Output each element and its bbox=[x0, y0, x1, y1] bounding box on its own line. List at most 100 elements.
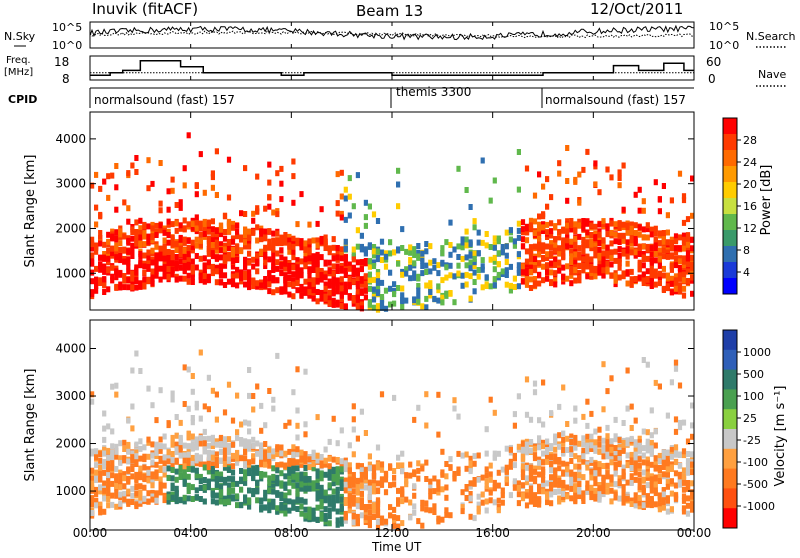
power-cell bbox=[617, 169, 622, 176]
power-cell bbox=[549, 194, 554, 201]
velocity-cell bbox=[291, 444, 296, 451]
power-cell bbox=[492, 258, 497, 265]
velocity-heatmap bbox=[90, 349, 695, 531]
power-cell bbox=[581, 248, 586, 255]
power-cell bbox=[480, 263, 485, 270]
power-cell bbox=[440, 250, 445, 257]
power-cell bbox=[94, 287, 99, 294]
velocity-cell bbox=[230, 417, 236, 424]
velocity-cell bbox=[400, 491, 405, 498]
velocity-cell bbox=[210, 439, 215, 446]
power-cell bbox=[218, 263, 224, 270]
power-cell bbox=[641, 280, 646, 286]
power-cell bbox=[528, 276, 534, 283]
power-cell bbox=[90, 245, 95, 252]
power-cell bbox=[561, 273, 566, 280]
velocity-cell bbox=[589, 494, 594, 501]
velocity-cell bbox=[150, 482, 155, 489]
power-cell bbox=[170, 255, 175, 262]
power-cell bbox=[528, 217, 534, 224]
power-cell bbox=[597, 254, 602, 261]
power-cell bbox=[617, 259, 622, 266]
power-cell bbox=[331, 270, 336, 277]
power-cell bbox=[154, 264, 159, 271]
velocity-cell bbox=[379, 461, 385, 468]
power-cell bbox=[396, 285, 401, 291]
velocity-cell bbox=[581, 474, 586, 481]
velocity-cell bbox=[194, 452, 199, 459]
power-cell bbox=[504, 259, 509, 265]
power-cell bbox=[528, 226, 534, 233]
velocity-cell bbox=[633, 469, 638, 476]
power-cell bbox=[653, 281, 658, 288]
velocity-cell bbox=[255, 383, 260, 390]
velocity-cell bbox=[170, 441, 175, 448]
power-cell bbox=[396, 247, 401, 254]
power-cell bbox=[194, 253, 199, 259]
velocity-cell bbox=[601, 444, 606, 451]
velocity-cell bbox=[339, 466, 344, 473]
velocity-cell bbox=[516, 443, 521, 450]
power-cell bbox=[150, 234, 155, 241]
velocity-cell bbox=[532, 445, 538, 452]
power-cell bbox=[355, 172, 360, 179]
velocity-cell bbox=[319, 484, 324, 491]
power-cell bbox=[299, 272, 304, 279]
velocity-cell bbox=[339, 503, 344, 510]
power-cell bbox=[118, 270, 123, 277]
velocity-cell bbox=[243, 497, 248, 504]
velocity-cell bbox=[186, 430, 191, 437]
velocity-cell bbox=[110, 472, 115, 479]
velocity-cell bbox=[404, 496, 409, 503]
velocity-cell bbox=[218, 494, 224, 501]
power-cell bbox=[114, 184, 119, 191]
power-cell bbox=[464, 271, 469, 278]
velocity-cell bbox=[553, 446, 558, 453]
power-cell bbox=[311, 237, 316, 244]
velocity-cell bbox=[492, 479, 497, 486]
velocity-cell bbox=[170, 390, 175, 397]
velocity-cell bbox=[512, 484, 517, 491]
velocity-cell bbox=[605, 437, 610, 444]
power-cell bbox=[166, 221, 171, 228]
velocity-cell bbox=[528, 439, 534, 445]
power-cell bbox=[645, 255, 650, 262]
power-cell bbox=[516, 266, 521, 273]
power-colorbar-label: 16 bbox=[743, 200, 757, 213]
power-cell bbox=[150, 247, 155, 254]
power-cell bbox=[347, 175, 352, 182]
velocity-cell bbox=[339, 496, 344, 503]
power-cell bbox=[134, 234, 139, 241]
power-cell bbox=[202, 267, 207, 274]
velocity-cell bbox=[138, 489, 143, 496]
x-tick-label: 00:00 bbox=[677, 526, 712, 540]
velocity-cell bbox=[609, 476, 614, 483]
velocity-cell bbox=[275, 445, 280, 452]
velocity-cell bbox=[681, 508, 687, 515]
velocity-cell bbox=[464, 485, 469, 492]
power-colorbar-swatch bbox=[723, 118, 737, 135]
velocity-cell bbox=[456, 413, 461, 420]
velocity-cell bbox=[492, 409, 497, 416]
power-cell bbox=[263, 282, 268, 289]
velocity-cell bbox=[677, 473, 683, 480]
velocity-cell bbox=[609, 487, 614, 494]
velocity-cell bbox=[524, 464, 530, 471]
power-cell bbox=[400, 226, 405, 233]
velocity-cell bbox=[222, 409, 228, 416]
power-cell bbox=[158, 255, 163, 262]
power-cell bbox=[259, 236, 264, 243]
power-cell bbox=[263, 259, 268, 266]
velocity-cell bbox=[230, 487, 236, 494]
velocity-cell bbox=[589, 468, 594, 475]
velocity-cell bbox=[541, 379, 546, 386]
velocity-cell bbox=[549, 500, 554, 507]
velocity-cell bbox=[645, 429, 650, 436]
velocity-cell bbox=[243, 438, 248, 445]
velocity-cell bbox=[295, 482, 300, 489]
velocity-cell bbox=[90, 500, 95, 506]
velocity-cell bbox=[496, 504, 501, 510]
power-cell bbox=[581, 267, 586, 274]
velocity-cell bbox=[323, 457, 328, 464]
power-cell bbox=[528, 268, 534, 275]
